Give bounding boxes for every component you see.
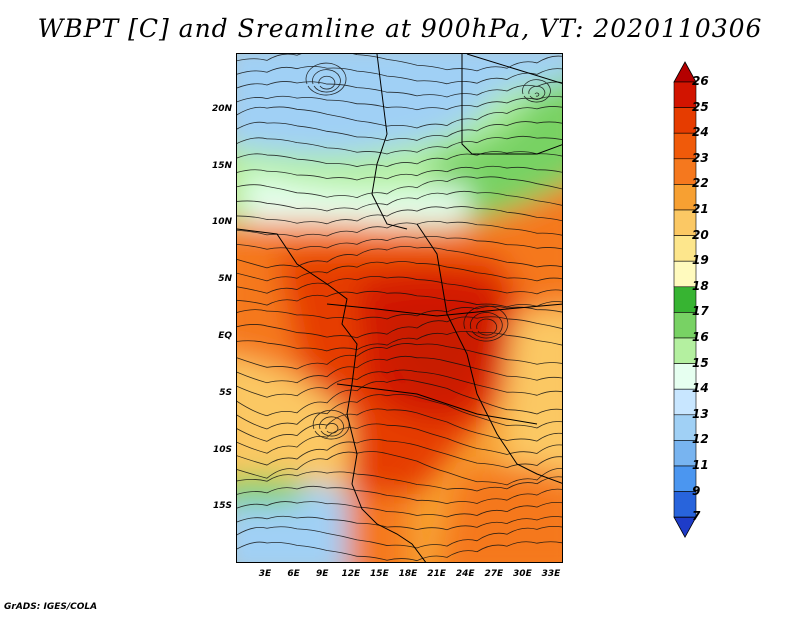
streamline bbox=[237, 305, 562, 321]
map-panel bbox=[236, 53, 563, 563]
colorbar-label: 12 bbox=[692, 432, 709, 447]
streamline bbox=[237, 471, 562, 492]
streamline bbox=[237, 135, 562, 155]
x-tick-label: 15E bbox=[370, 569, 389, 579]
colorbar-label: 22 bbox=[692, 176, 709, 191]
streamline bbox=[237, 526, 562, 549]
colorbar-label: 11 bbox=[692, 458, 709, 472]
colorbar-label: 23 bbox=[692, 150, 709, 165]
colorbar-label: 15 bbox=[692, 355, 709, 370]
streamline bbox=[312, 69, 341, 93]
streamline bbox=[237, 394, 562, 430]
streamline bbox=[237, 379, 562, 417]
x-tick-label: 3E bbox=[258, 569, 272, 579]
colorbar-label: 13 bbox=[692, 406, 709, 421]
colorbar-label: 20 bbox=[692, 227, 709, 242]
streamline bbox=[237, 206, 562, 225]
streamline bbox=[237, 65, 562, 85]
colorbar-label: 19 bbox=[692, 253, 709, 268]
streamline bbox=[237, 501, 562, 518]
colorbar-label: 16 bbox=[692, 330, 709, 344]
streamline bbox=[318, 75, 336, 90]
y-tick-label: 5N bbox=[218, 274, 232, 284]
streamline bbox=[237, 95, 562, 111]
streamline bbox=[237, 106, 562, 129]
streamline bbox=[469, 312, 503, 339]
streamline bbox=[237, 261, 562, 282]
colorbar-label: 17 bbox=[692, 304, 709, 319]
colorbar-label: 25 bbox=[692, 99, 709, 114]
x-tick-label: 21E bbox=[427, 569, 446, 579]
footer-credit: GrADS: IGES/COLA bbox=[4, 602, 98, 612]
streamline bbox=[237, 515, 562, 531]
colorbar-label: 14 bbox=[692, 381, 709, 396]
country-borders bbox=[237, 54, 562, 562]
streamline bbox=[534, 92, 540, 97]
colorbar-label: 18 bbox=[692, 278, 709, 293]
streamline bbox=[237, 369, 562, 398]
streamline bbox=[237, 316, 562, 339]
x-tick-label: 27E bbox=[484, 569, 504, 579]
y-tick-label: 5S bbox=[219, 388, 232, 398]
y-tick-label: 15N bbox=[211, 161, 232, 171]
streamline bbox=[528, 85, 546, 100]
wbpt-field bbox=[237, 54, 562, 562]
streamline bbox=[237, 246, 562, 269]
x-tick-label: 33E bbox=[541, 569, 561, 579]
colorbar-label: 7 bbox=[692, 509, 701, 524]
y-tick-label: 10S bbox=[212, 445, 232, 455]
streamline bbox=[325, 423, 339, 434]
y-tick-label: 20N bbox=[211, 104, 232, 114]
y-tick-label: 10N bbox=[211, 217, 232, 227]
streamline bbox=[237, 423, 562, 455]
streamline bbox=[237, 176, 562, 199]
streamline bbox=[305, 62, 347, 96]
streamline bbox=[237, 235, 562, 251]
colorbar-label: 24 bbox=[692, 125, 709, 140]
x-tick-label: 30E bbox=[513, 569, 532, 579]
colorbar-label: 26 bbox=[692, 74, 709, 88]
x-tick-label: 12E bbox=[341, 569, 361, 579]
streamline bbox=[237, 355, 562, 384]
x-tick-label: 24E bbox=[455, 569, 475, 579]
colorbar-cap-bottom bbox=[673, 516, 697, 539]
streamline bbox=[522, 79, 551, 103]
x-tick-label: 18E bbox=[398, 569, 418, 579]
streamline bbox=[237, 485, 562, 505]
x-tick-label: 9E bbox=[315, 569, 329, 579]
streamline bbox=[237, 275, 562, 295]
streamline bbox=[237, 54, 562, 72]
chart-title: WBPT [C] and Sreamline at 900hPa, VT: 20… bbox=[37, 14, 763, 43]
streamline bbox=[237, 541, 562, 562]
streamline bbox=[237, 330, 562, 352]
streamline bbox=[237, 165, 562, 181]
streamline bbox=[237, 451, 562, 486]
y-tick-label: EQ bbox=[218, 331, 232, 341]
x-tick-label: 6E bbox=[287, 569, 300, 579]
streamline bbox=[476, 318, 498, 336]
y-tick-label: 15S bbox=[212, 501, 232, 511]
streamline bbox=[237, 439, 562, 469]
streamline bbox=[237, 190, 562, 212]
streamline bbox=[237, 343, 562, 370]
streamline bbox=[237, 121, 562, 141]
colorbar-label: 21 bbox=[692, 202, 709, 216]
streamline bbox=[237, 408, 562, 442]
streamline bbox=[319, 416, 344, 437]
colorbar bbox=[673, 61, 697, 539]
colorbar-label: 9 bbox=[692, 483, 701, 498]
streamline bbox=[463, 305, 509, 342]
